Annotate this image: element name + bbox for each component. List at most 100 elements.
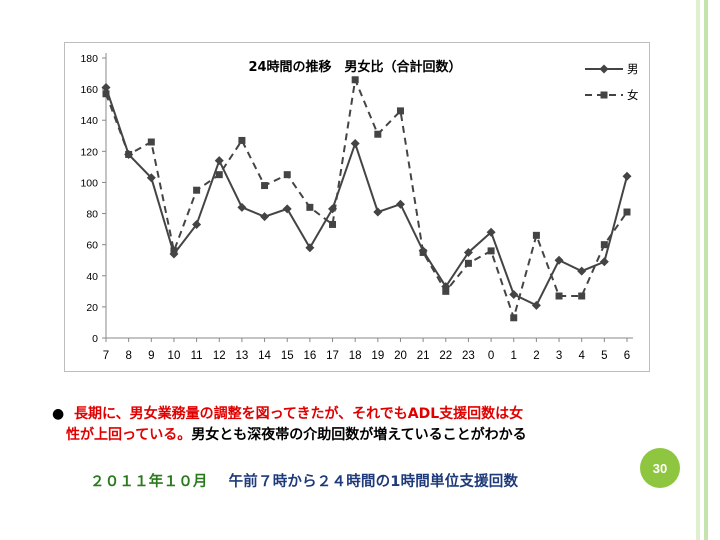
x-tick-label: 14 [258,350,271,362]
data-point-male [101,83,111,93]
page-number-badge: 30 [640,448,680,488]
x-tick-label: 17 [326,350,339,362]
data-point-female [351,76,359,84]
data-point-male [486,227,496,237]
legend-marker [599,64,609,74]
note-text: ● 長期に、男女業務量の調整を図ってきたが、それでもADL支援回数は女 性が上回っ… [52,404,652,446]
data-point-female [555,292,563,300]
data-point-male [214,156,224,166]
data-point-male [395,199,405,209]
caption: ２０１１年１０月 午前７時から２４時間の1時間単位支援回数 [90,470,518,491]
page-number: 30 [652,460,668,476]
data-point-female [125,150,133,158]
legend: 男女 [585,62,639,102]
data-point-female [261,182,269,190]
x-tick-label: 18 [349,350,362,362]
note-red-text: 長期に、男女業務量の調整を図ってきたが、それでもADL支援回数は女 [74,406,524,422]
data-point-female [419,248,427,256]
data-point-male [237,202,247,212]
data-point-female [193,186,201,194]
series [101,76,632,322]
data-point-female [306,203,314,211]
data-point-male [554,255,564,265]
y-tick-label: 80 [86,209,98,221]
y-tick-label: 20 [86,302,98,314]
chart-title: 24時間の推移 男女比（合計回数） [248,59,461,75]
x-tick-label: 23 [462,350,475,362]
data-point-male [463,247,473,257]
x-tick-label: 8 [125,350,131,362]
x-tick-label: 11 [191,350,203,362]
data-point-female [147,138,155,146]
note-red-text-2: 性が上回っている。 [66,427,192,443]
y-tick-label: 180 [80,53,98,65]
data-point-female [215,171,223,179]
note-black-text: 男女とも深夜帯の介助回数が増えていることがわかる [191,427,527,443]
x-tick-label: 16 [303,350,316,362]
data-point-male [260,212,270,222]
series-line-male [105,87,628,307]
x-tick-label: 7 [103,350,109,362]
x-tick-label: 21 [417,350,430,362]
data-point-male [305,243,315,253]
data-point-female [623,208,631,216]
data-point-male [192,219,202,229]
data-point-male [373,207,383,217]
chart-frame: 0 20 40 60 80 100 120 140 160 180 7 8 9 10 11 12 13 14 15 1… [64,42,650,372]
x-tick-label: 1 [511,350,517,362]
caption-date: ２０１１年１０月 [90,474,208,490]
x-tick-label: 12 [213,350,226,362]
data-point-female [532,231,540,239]
x-tick-label: 13 [236,350,249,362]
data-point-female [102,90,110,98]
data-point-male [599,257,609,267]
data-point-female [374,130,382,138]
x-tick-label: 22 [439,350,452,362]
data-point-male [350,139,360,149]
x-tick-label: 15 [281,350,294,362]
data-point-female [464,259,472,267]
data-point-male [577,266,587,276]
x-tick-label: 20 [394,350,407,362]
y-tick-label: 120 [80,146,98,158]
y-tick-label: 40 [86,271,98,283]
x-tick-label: 19 [371,350,384,362]
y-tick-label: 100 [80,177,98,189]
data-point-female [396,107,404,115]
x-tick-label: 9 [148,350,154,362]
x-tick-label: 0 [488,350,494,362]
legend-label: 女 [627,88,639,102]
y-tick-label: 160 [80,84,98,96]
x-tick-label: 10 [168,350,181,362]
data-point-female [600,241,608,249]
data-point-female [442,287,450,295]
data-point-female [510,314,518,322]
slide-right-border [686,0,720,540]
x-tick-label: 2 [533,350,539,362]
data-point-female [238,136,246,144]
data-point-female [487,247,495,255]
y-tick-label: 140 [80,115,98,127]
data-point-male [146,173,156,183]
x-tick-label: 3 [556,350,562,362]
y-tick-label: 0 [92,333,98,345]
y-tick-label: 60 [86,240,98,252]
data-point-female [329,220,337,228]
bullet: ● [52,406,65,422]
legend-label: 男 [627,62,639,76]
series-line-female [105,76,628,322]
data-point-female [283,171,291,179]
caption-description: 午前７時から２４時間の1時間単位支援回数 [228,474,519,490]
x-tick-label: 4 [578,350,585,362]
data-point-male [531,300,541,310]
data-point-male [622,171,632,181]
x-tick-label: 6 [624,350,630,362]
legend-marker [600,91,608,99]
data-point-female [578,292,586,300]
data-point-male [509,289,519,299]
data-point-male [282,204,292,214]
data-point-male [441,282,451,292]
x-tick-label: 5 [601,350,607,362]
